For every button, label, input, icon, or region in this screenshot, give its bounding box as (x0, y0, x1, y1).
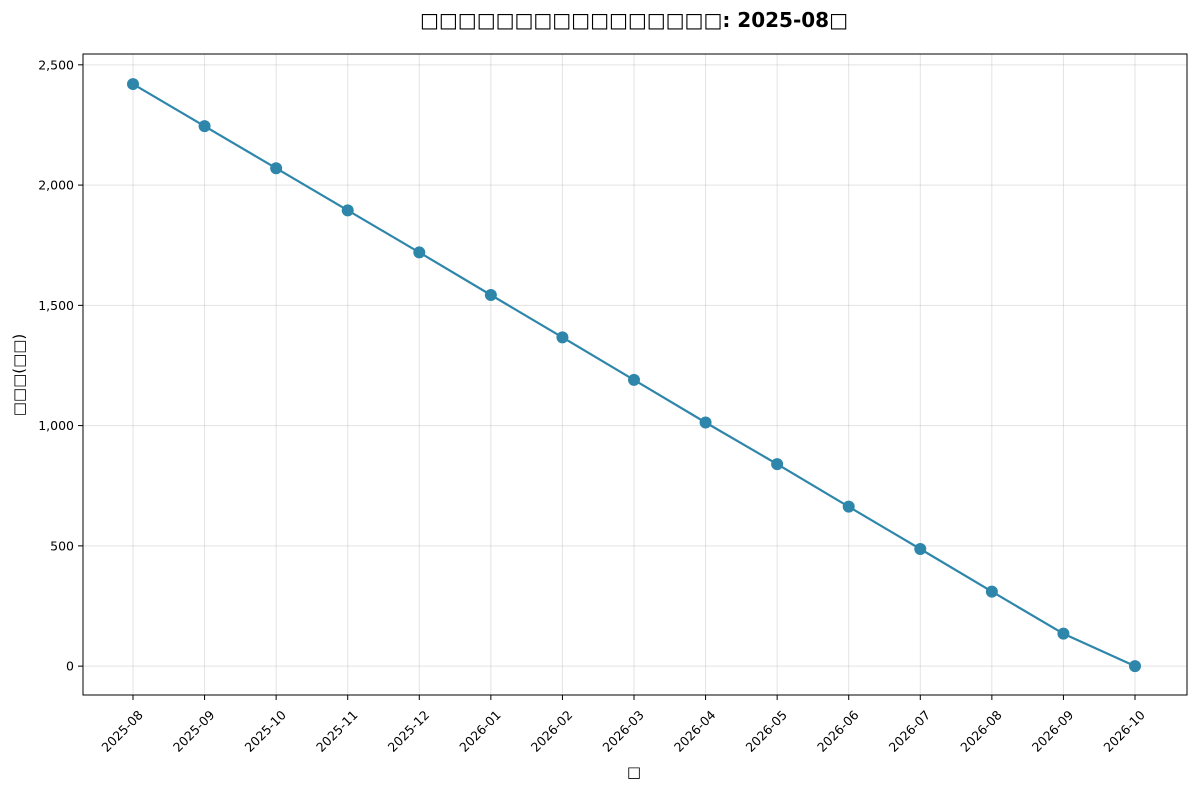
y-tick-label: 500 (50, 538, 74, 553)
y-tick-label: 0 (66, 659, 74, 674)
x-tick-label: 2026-04 (671, 707, 719, 755)
data-point (628, 373, 640, 386)
data-point (842, 500, 855, 513)
data-point (1057, 627, 1070, 640)
data-point (341, 204, 354, 217)
data-point (914, 543, 927, 556)
x-tick-label: 2026-08 (957, 707, 1005, 755)
x-tick-label: 2026-09 (1029, 707, 1077, 755)
data-point (198, 120, 211, 133)
y-tick-label: 1,500 (38, 298, 74, 313)
y-axis: 0 500 1,000 1,500 2,000 2,500 (38, 57, 83, 674)
x-tick-label: 2025-11 (313, 707, 361, 755)
data-point (270, 162, 283, 175)
y-tick-label: 2,500 (38, 57, 74, 72)
data-point (556, 331, 569, 344)
data-point (484, 289, 497, 302)
x-tick-label: 2025-08 (98, 707, 146, 755)
data-point (771, 458, 784, 471)
x-tick-label: 2026-01 (456, 707, 504, 755)
x-axis-label: □ (627, 763, 641, 781)
x-tick-label: 2026-03 (599, 707, 647, 755)
y-tick-label: 1,000 (38, 418, 74, 433)
data-point (127, 78, 139, 91)
series-line-group (127, 78, 1141, 673)
data-point (699, 416, 712, 429)
x-tick-label: 2025-09 (170, 707, 218, 755)
data-point (413, 246, 426, 259)
y-axis-label: □□□(□□) (10, 334, 28, 417)
y-tick-label: 2,000 (38, 178, 74, 193)
chart-title: □□□□□□□□□□□□□□□□: 2025-08□ (420, 8, 848, 32)
plot-area-frame (82, 53, 1188, 696)
x-tick-label: 2026-05 (743, 707, 791, 755)
x-tick-label: 2026-10 (1100, 707, 1148, 755)
x-tick-label: 2025-10 (242, 707, 290, 755)
x-tick-label: 2025-12 (385, 707, 433, 755)
x-axis: 2025-08 2025-09 2025-10 2025-11 2025-12 2026-… (98, 695, 1148, 755)
x-tick-label: 2026-06 (814, 707, 862, 755)
x-tick-label: 2026-07 (886, 707, 934, 755)
data-point (985, 585, 998, 598)
data-point (1129, 660, 1141, 673)
x-tick-label: 2026-02 (528, 707, 576, 755)
